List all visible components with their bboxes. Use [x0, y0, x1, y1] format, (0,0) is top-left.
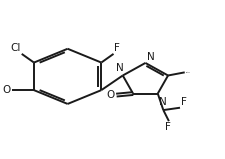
Text: F: F: [165, 122, 171, 132]
Text: O: O: [2, 85, 11, 95]
Text: N: N: [147, 52, 155, 62]
Text: F: F: [181, 97, 187, 107]
Text: N: N: [116, 63, 124, 73]
Text: Cl: Cl: [10, 43, 21, 53]
Text: N: N: [159, 97, 167, 107]
Text: F: F: [115, 43, 120, 53]
Text: methyl: methyl: [186, 72, 191, 73]
Text: O: O: [107, 90, 115, 100]
